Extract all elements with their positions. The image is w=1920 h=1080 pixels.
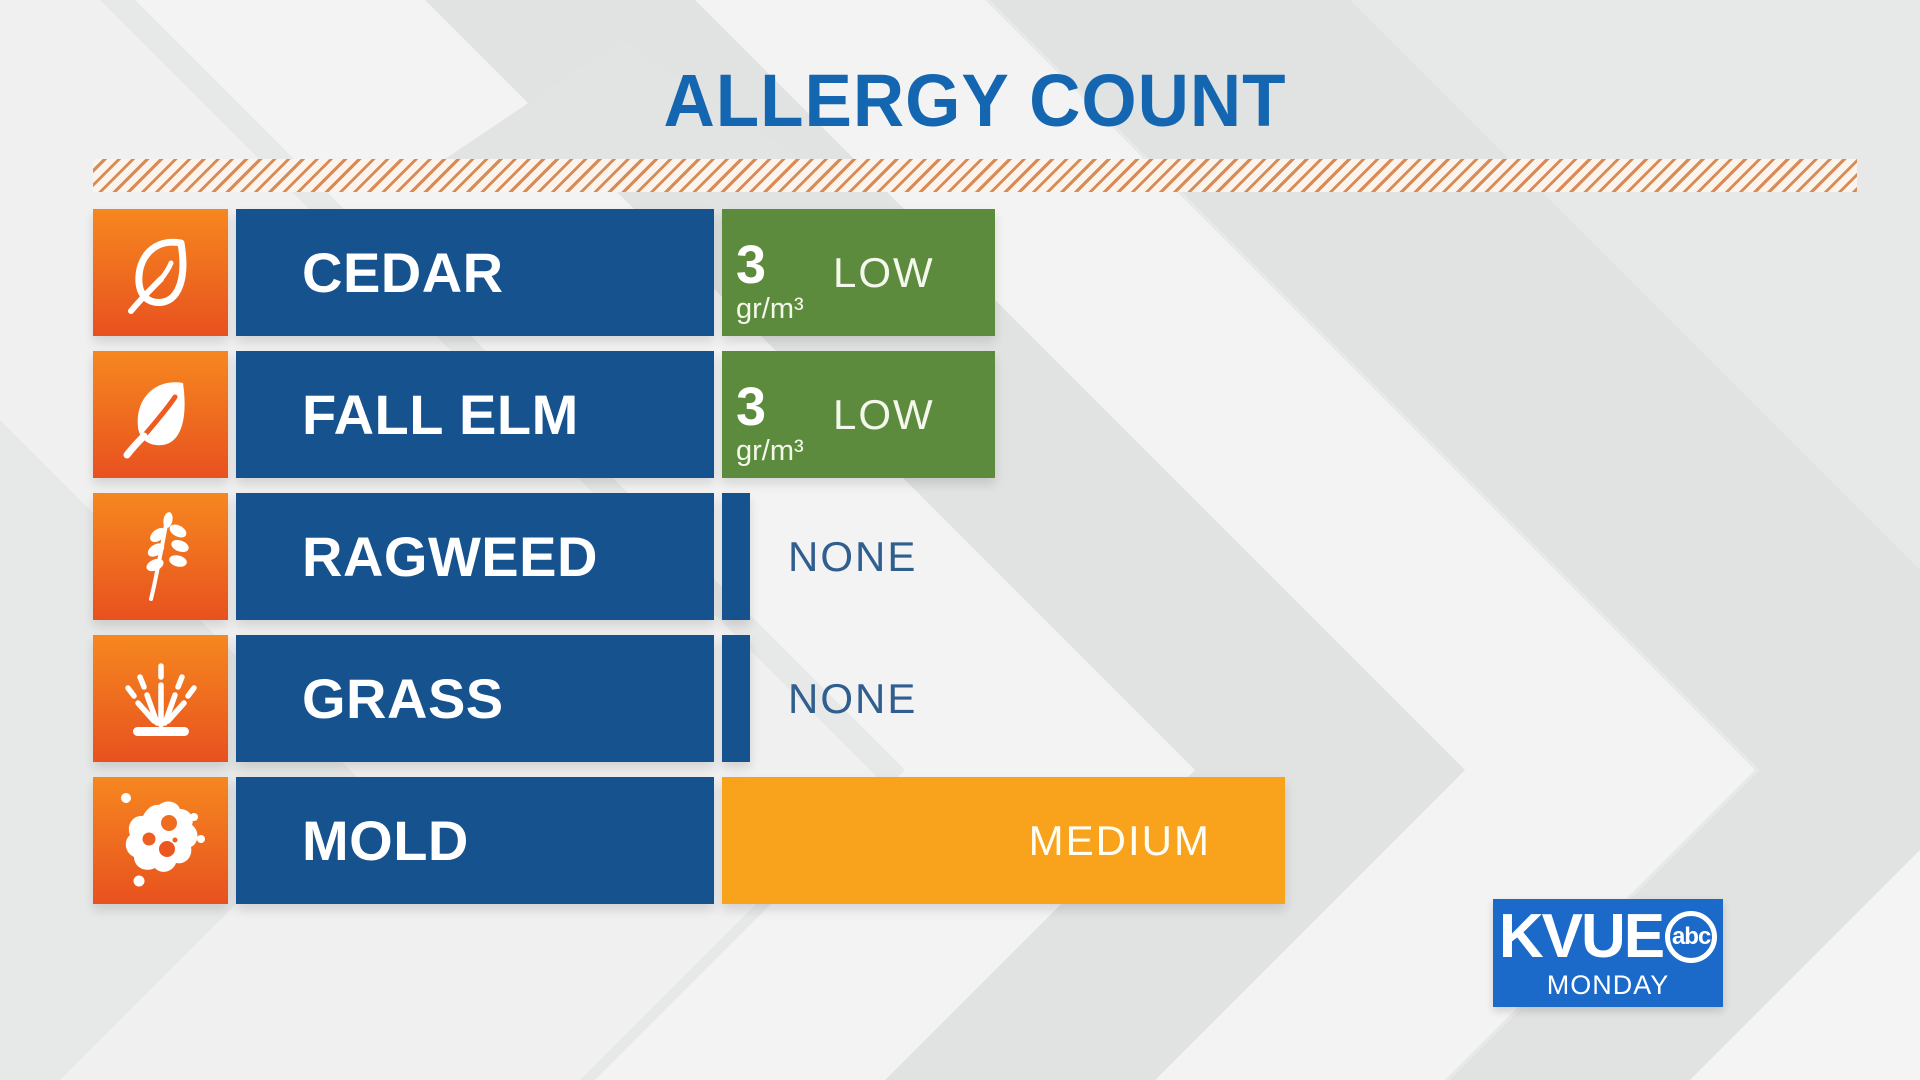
allergen-icon-box xyxy=(93,777,228,904)
grass-icon xyxy=(124,662,197,736)
leaf-filled-icon xyxy=(123,381,185,458)
allergen-icon-box xyxy=(93,209,228,336)
value-none: NONE xyxy=(722,493,917,620)
value-bar-none xyxy=(722,493,750,620)
table-row: RAGWEED NONE xyxy=(93,493,1285,620)
count-value: 3 xyxy=(736,377,767,437)
table-row: GRASS NONE xyxy=(93,635,1285,762)
value-bar-medium: MEDIUM xyxy=(722,777,1285,904)
station-logo: KVUE abc MONDAY xyxy=(1493,899,1723,1007)
page-title: ALLERGY COUNT xyxy=(663,59,1287,142)
allergen-label: MOLD xyxy=(236,777,714,904)
allergen-label: FALL ELM xyxy=(236,351,714,478)
value-bar-low: 3 gr/m³ LOW xyxy=(722,209,995,336)
level-label: NONE xyxy=(788,532,918,580)
leaf-outline-icon xyxy=(127,238,186,314)
count-group: 3 gr/m³ xyxy=(736,238,804,324)
value-bar-low: 3 gr/m³ LOW xyxy=(722,351,995,478)
allergen-label: RAGWEED xyxy=(236,493,714,620)
level-label: MEDIUM xyxy=(1028,816,1211,864)
station-name: KVUE xyxy=(1498,901,1665,971)
logo-top: KVUE abc xyxy=(1498,901,1718,971)
value-bar-none xyxy=(722,635,750,762)
allergen-label: CEDAR xyxy=(236,209,714,336)
allergy-table: CEDAR 3 gr/m³ LOW FALL ELM xyxy=(93,209,1285,919)
level-label: LOW xyxy=(833,390,935,438)
logo-day: MONDAY xyxy=(1546,969,1670,1000)
table-row: FALL ELM 3 gr/m³ LOW xyxy=(93,351,1285,478)
allergen-icon-box xyxy=(93,351,228,478)
table-row: MOLD MEDIUM xyxy=(93,777,1285,904)
allergen-label: GRASS xyxy=(236,635,714,762)
network-name: abc xyxy=(1671,922,1711,950)
ragweed-icon xyxy=(145,511,189,601)
divider-hatch xyxy=(93,159,1857,192)
allergen-icon-box xyxy=(93,635,228,762)
value-none: NONE xyxy=(722,635,917,762)
table-row: CEDAR 3 gr/m³ LOW xyxy=(93,209,1285,336)
level-label: NONE xyxy=(788,674,918,722)
count-value: 3 xyxy=(736,235,767,295)
level-label: LOW xyxy=(833,248,935,296)
network-abc-badge: abc xyxy=(1665,910,1718,963)
count-unit: gr/m³ xyxy=(736,435,804,467)
allergen-icon-box xyxy=(93,493,228,620)
count-group: 3 gr/m³ xyxy=(736,380,804,466)
count-unit: gr/m³ xyxy=(736,293,804,325)
mold-icon xyxy=(120,792,205,886)
